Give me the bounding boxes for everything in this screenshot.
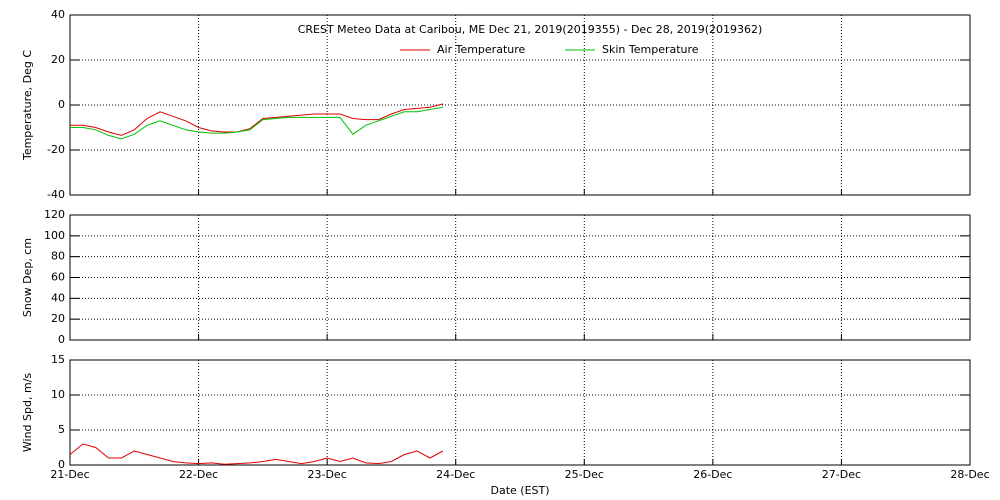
data-line bbox=[69, 443, 444, 465]
y-axis-label: Temperature, Deg C bbox=[21, 50, 34, 161]
y-axis-label: Wind Spd, m/s bbox=[21, 373, 34, 453]
y-tick-label: 5 bbox=[58, 423, 65, 436]
legend-label: Skin Temperature bbox=[602, 43, 699, 56]
y-tick-label: 100 bbox=[44, 229, 65, 242]
y-tick-label: 40 bbox=[51, 8, 65, 21]
y-tick-label: 10 bbox=[51, 388, 65, 401]
chart-title: CREST Meteo Data at Caribou, ME Dec 21, … bbox=[298, 23, 763, 36]
y-tick-label: 0 bbox=[58, 458, 65, 471]
x-tick-label: 24-Dec bbox=[436, 468, 475, 481]
y-tick-label: 15 bbox=[51, 353, 65, 366]
y-tick-label: 0 bbox=[58, 98, 65, 111]
y-axis-label: Snow Dep, cm bbox=[21, 238, 34, 317]
y-tick-label: 40 bbox=[51, 291, 65, 304]
data-line bbox=[70, 103, 444, 136]
y-tick-label: 120 bbox=[44, 208, 65, 221]
y-tick-label: 20 bbox=[51, 53, 65, 66]
x-axis-label: Date (EST) bbox=[490, 484, 549, 497]
x-tick-label: 25-Dec bbox=[565, 468, 604, 481]
y-tick-label: -40 bbox=[47, 188, 65, 201]
x-tick-label: 22-Dec bbox=[179, 468, 218, 481]
plot-frame bbox=[69, 359, 971, 466]
y-tick-label: 0 bbox=[58, 333, 65, 346]
x-tick-label: 26-Dec bbox=[693, 468, 732, 481]
legend-label: Air Temperature bbox=[437, 43, 526, 56]
y-tick-label: 80 bbox=[51, 250, 65, 263]
x-tick-label: 27-Dec bbox=[822, 468, 861, 481]
y-tick-label: 60 bbox=[51, 271, 65, 284]
x-tick-label: 28-Dec bbox=[950, 468, 989, 481]
y-tick-label: 20 bbox=[51, 312, 65, 325]
data-line bbox=[70, 106, 443, 140]
x-tick-label: 23-Dec bbox=[308, 468, 347, 481]
y-tick-label: -20 bbox=[47, 143, 65, 156]
x-tick-label: 21-Dec bbox=[50, 468, 89, 481]
